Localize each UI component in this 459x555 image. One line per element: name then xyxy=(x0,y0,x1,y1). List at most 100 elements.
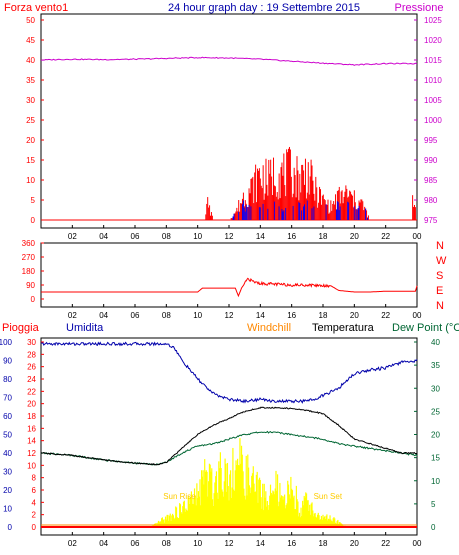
p2-x-label: 04 xyxy=(99,311,108,320)
dir-y-label: 90 xyxy=(26,281,35,290)
wind-y-label: 30 xyxy=(26,96,35,105)
rain-y-label: 8 xyxy=(32,474,37,483)
dewpoint-line xyxy=(40,430,418,466)
humidity-y-label: 30 xyxy=(3,468,12,477)
humidity-y-label: 60 xyxy=(3,412,12,421)
p2-x-label: 14 xyxy=(256,311,265,320)
wind-y-label: 25 xyxy=(26,116,35,125)
rain-y-label: 20 xyxy=(27,400,36,409)
temp-y-label: 0 xyxy=(431,523,436,532)
humidity-y-label: 100 xyxy=(0,338,13,347)
p3-x-label: 08 xyxy=(162,539,171,548)
humidity-line xyxy=(40,341,418,404)
wind-y-label: 20 xyxy=(26,136,35,145)
pressure-y-label: 1000 xyxy=(424,116,442,125)
p2-x-label: 16 xyxy=(287,311,296,320)
pressure-y-label: 1020 xyxy=(424,36,442,45)
pressure-y-label: 1010 xyxy=(424,76,442,85)
p3-x-label: 06 xyxy=(131,539,140,548)
graph-title: 24 hour graph day : 19 Settembre 2015 xyxy=(168,2,360,14)
sun-rise-label: Sun Rise xyxy=(163,492,196,501)
p3-x-label: 12 xyxy=(225,539,234,548)
temp-y-label: 15 xyxy=(431,454,440,463)
p2-x-label: 02 xyxy=(68,311,77,320)
wind-y-label: 0 xyxy=(31,216,36,225)
pressure-label: Pressione xyxy=(395,2,444,14)
p2-x-label: 20 xyxy=(350,311,359,320)
p3-x-label: 10 xyxy=(193,539,202,548)
wind-direction-line xyxy=(41,277,418,298)
rain-y-label: 0 xyxy=(32,523,37,532)
temp-y-label: 5 xyxy=(431,500,436,509)
temp-y-label: 20 xyxy=(431,431,440,440)
p1-x-label: 18 xyxy=(319,232,328,241)
humidity-y-label: 0 xyxy=(8,523,13,532)
pressure-line xyxy=(40,56,418,66)
p1-x-label: 04 xyxy=(99,232,108,241)
wind-y-label: 15 xyxy=(26,156,35,165)
rain-y-label: 6 xyxy=(32,486,37,495)
rain-y-label: 30 xyxy=(27,338,36,347)
rain-y-label: 18 xyxy=(27,412,36,421)
wind-y-label: 5 xyxy=(31,196,36,205)
p2-x-label: 00 xyxy=(413,311,422,320)
compass-label-s: S xyxy=(436,270,443,282)
rain-y-label: 12 xyxy=(27,449,36,458)
temperature-line xyxy=(40,406,417,466)
pressure-y-label: 1025 xyxy=(424,16,442,25)
p3-x-label: 14 xyxy=(256,539,265,548)
temp-y-label: 30 xyxy=(431,384,440,393)
humidity-y-label: 50 xyxy=(3,431,12,440)
rain-y-label: 26 xyxy=(27,363,36,372)
rain-y-label: 14 xyxy=(27,437,36,446)
p3-x-label: 02 xyxy=(68,539,77,548)
p1-x-label: 10 xyxy=(193,232,202,241)
pressure-y-label: 990 xyxy=(424,156,438,165)
wind-force-label: Forza vento1 xyxy=(4,2,68,14)
compass-label-e: E xyxy=(436,285,443,297)
p3-x-label: 22 xyxy=(381,539,390,548)
dir-y-label: 270 xyxy=(22,253,36,262)
temp-y-label: 10 xyxy=(431,477,440,486)
p3-x-label: 00 xyxy=(413,539,422,548)
dir-y-label: 0 xyxy=(31,295,36,304)
pressure-y-label: 995 xyxy=(424,136,438,145)
humidity-y-label: 40 xyxy=(3,449,12,458)
p2-x-label: 10 xyxy=(193,311,202,320)
temperature-label: Temperatura xyxy=(312,322,375,334)
p2-x-label: 08 xyxy=(162,311,171,320)
dir-y-label: 360 xyxy=(22,239,36,248)
p1-x-label: 20 xyxy=(350,232,359,241)
rain-y-label: 16 xyxy=(27,424,36,433)
p2-x-label: 06 xyxy=(131,311,140,320)
compass-label-n: N xyxy=(436,240,444,252)
humidity-y-label: 10 xyxy=(3,505,12,514)
pressure-y-label: 980 xyxy=(424,196,438,205)
p2-x-label: 22 xyxy=(381,311,390,320)
windchill-label: Windchill xyxy=(247,322,291,334)
temp-y-label: 25 xyxy=(431,407,440,416)
dir-y-label: 180 xyxy=(22,267,36,276)
wind-y-label: 10 xyxy=(26,176,35,185)
temp-y-label: 40 xyxy=(431,338,440,347)
wind-y-label: 35 xyxy=(26,76,35,85)
wind-direction-panel xyxy=(40,242,418,308)
p1-x-label: 22 xyxy=(381,232,390,241)
p1-x-label: 12 xyxy=(225,232,234,241)
rain-y-label: 28 xyxy=(27,350,36,359)
p3-x-label: 04 xyxy=(99,539,108,548)
rain-y-label: 10 xyxy=(27,461,36,470)
pressure-y-label: 975 xyxy=(424,216,438,225)
wind-y-label: 40 xyxy=(26,56,35,65)
pressure-y-label: 985 xyxy=(424,176,438,185)
sun-set-label: Sun Set xyxy=(314,492,343,501)
rain-y-label: 4 xyxy=(32,498,37,507)
humidity-y-label: 70 xyxy=(3,394,12,403)
humidity-label: Umidita xyxy=(66,322,104,334)
pressure-y-label: 1005 xyxy=(424,96,442,105)
p2-x-label: 12 xyxy=(225,311,234,320)
rain-y-label: 22 xyxy=(27,387,36,396)
rain-y-label: 24 xyxy=(27,375,36,384)
dewpoint-label: Dew Point (°C xyxy=(392,322,459,334)
humidity-y-label: 20 xyxy=(3,486,12,495)
